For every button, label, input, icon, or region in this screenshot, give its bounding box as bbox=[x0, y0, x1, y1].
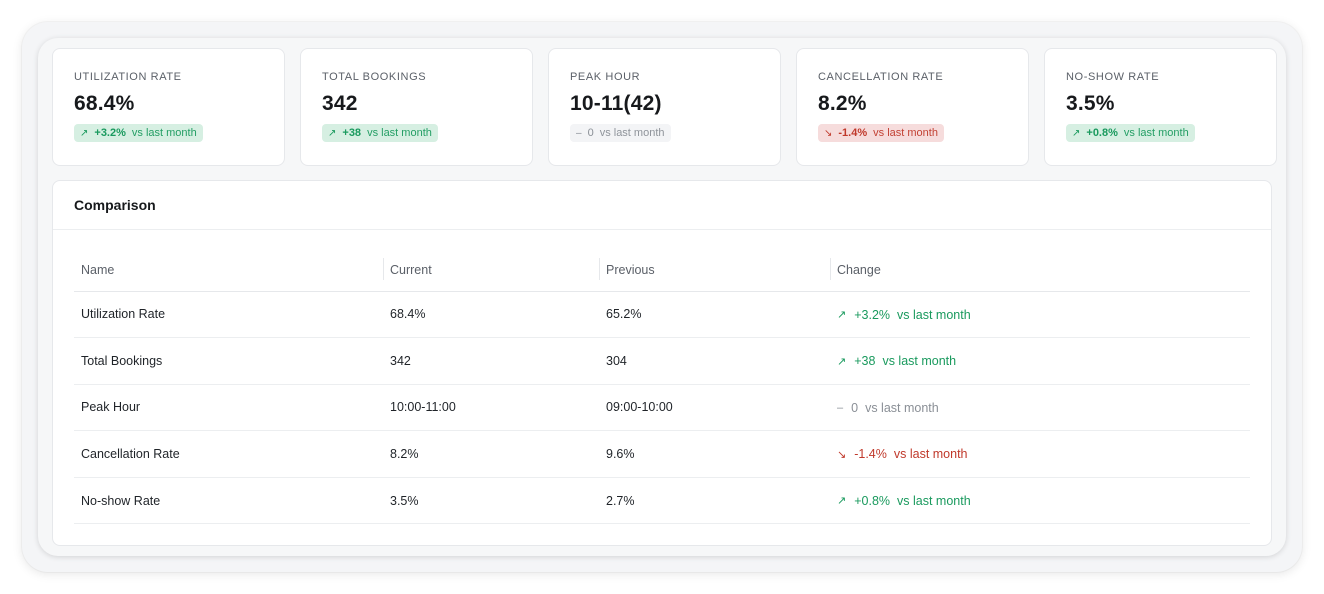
trend-badge: ↗ +0.8% vs last month bbox=[1066, 124, 1195, 142]
cell-current: 10:00-11:00 bbox=[383, 384, 599, 432]
trend-down-icon: ↘ bbox=[837, 448, 847, 461]
cell-change: ↗ +38 vs last month bbox=[830, 337, 1250, 385]
trend-comparison-text: vs last month bbox=[1123, 127, 1189, 139]
trend-up-icon: ↗ bbox=[837, 495, 847, 508]
table-header-row: Name Current Previous Change bbox=[74, 250, 1250, 292]
kpi-label: TOTAL BOOKINGS bbox=[322, 71, 427, 83]
kpi-card-no-show-rate: NO-SHOW RATE 3.5% ↗ +0.8% vs last month bbox=[1044, 48, 1277, 166]
column-header-name[interactable]: Name bbox=[74, 250, 383, 292]
trend-badge: – 0 vs last month bbox=[570, 124, 671, 142]
kpi-label: UTILIZATION RATE bbox=[74, 71, 182, 83]
cell-previous: 9.6% bbox=[599, 430, 830, 478]
table-row: Peak Hour 10:00-11:00 09:00-10:00 – 0 vs… bbox=[74, 384, 1250, 432]
cell-current: 342 bbox=[383, 337, 599, 385]
trend-delta: +38 bbox=[854, 354, 876, 369]
trend-comparison-text: vs last month bbox=[893, 447, 968, 462]
kpi-label: NO-SHOW RATE bbox=[1066, 71, 1160, 83]
trend-delta: 0 bbox=[851, 400, 859, 415]
window-frame: UTILIZATION RATE 68.4% ↗ +3.2% vs last m… bbox=[22, 22, 1302, 572]
trend-comparison-text: vs last month bbox=[873, 127, 938, 139]
trend-delta: -1.4% bbox=[838, 127, 868, 139]
cell-name: Total Bookings bbox=[74, 337, 383, 385]
cell-name: Utilization Rate bbox=[74, 291, 383, 339]
trend-delta: +0.8% bbox=[854, 493, 891, 508]
trend-down-icon: ↘ bbox=[824, 127, 833, 139]
trend-comparison-text: vs last month bbox=[865, 400, 939, 415]
kpi-label: PEAK HOUR bbox=[570, 71, 641, 83]
cell-current: 68.4% bbox=[383, 291, 599, 339]
trend-comparison-text: vs last month bbox=[367, 127, 432, 139]
kpi-value: 68.4% bbox=[74, 92, 135, 115]
dashboard-panel: UTILIZATION RATE 68.4% ↗ +3.2% vs last m… bbox=[38, 38, 1286, 556]
cell-current: 3.5% bbox=[383, 477, 599, 525]
kpi-card-peak-hour: PEAK HOUR 10-11(42) – 0 vs last month bbox=[548, 48, 781, 166]
cell-previous: 65.2% bbox=[599, 291, 830, 339]
kpi-cards: UTILIZATION RATE 68.4% ↗ +3.2% vs last m… bbox=[52, 48, 1277, 166]
cell-change: ↗ +0.8% vs last month bbox=[830, 477, 1250, 525]
trend-comparison-text: vs last month bbox=[897, 307, 971, 322]
trend-delta: -1.4% bbox=[854, 447, 887, 462]
table-row: No-show Rate 3.5% 2.7% ↗ +0.8% vs last m… bbox=[74, 477, 1250, 525]
trend-delta: +3.2% bbox=[94, 127, 126, 139]
trend-up-icon: ↗ bbox=[837, 309, 847, 322]
cell-previous: 09:00-10:00 bbox=[599, 384, 830, 432]
trend-up-icon: ↗ bbox=[80, 127, 89, 139]
kpi-value: 8.2% bbox=[818, 92, 867, 115]
trend-flat-icon: – bbox=[837, 401, 844, 414]
comparison-table: Name Current Previous Change Utilization… bbox=[74, 250, 1250, 525]
trend-comparison-text: vs last month bbox=[131, 127, 197, 139]
table-row: Cancellation Rate 8.2% 9.6% ↘ -1.4% vs l… bbox=[74, 430, 1250, 478]
comparison-card: Comparison Name Current Previous Change … bbox=[52, 180, 1272, 546]
trend-up-icon: ↗ bbox=[328, 127, 337, 139]
kpi-value: 10-11(42) bbox=[570, 92, 662, 115]
trend-badge: ↘ -1.4% vs last month bbox=[818, 124, 944, 142]
column-header-previous[interactable]: Previous bbox=[599, 250, 830, 292]
cell-name: Cancellation Rate bbox=[74, 430, 383, 478]
kpi-value: 342 bbox=[322, 92, 358, 115]
cell-current: 8.2% bbox=[383, 430, 599, 478]
cell-previous: 2.7% bbox=[599, 477, 830, 525]
cell-name: Peak Hour bbox=[74, 384, 383, 432]
trend-comparison-text: vs last month bbox=[882, 354, 957, 369]
cell-change: ↘ -1.4% vs last month bbox=[830, 430, 1250, 478]
trend-up-icon: ↗ bbox=[1072, 127, 1081, 139]
column-header-current[interactable]: Current bbox=[383, 250, 599, 292]
trend-comparison-text: vs last month bbox=[599, 127, 665, 139]
trend-badge: ↗ +3.2% vs last month bbox=[74, 124, 203, 142]
comparison-title: Comparison bbox=[53, 181, 1271, 230]
kpi-card-total-bookings: TOTAL BOOKINGS 342 ↗ +38 vs last month bbox=[300, 48, 533, 166]
table-row: Total Bookings 342 304 ↗ +38 vs last mon… bbox=[74, 337, 1250, 385]
cell-previous: 304 bbox=[599, 337, 830, 385]
column-header-change[interactable]: Change bbox=[830, 250, 1250, 292]
table-row: Utilization Rate 68.4% 65.2% ↗ +3.2% vs … bbox=[74, 291, 1250, 339]
trend-delta: +38 bbox=[342, 127, 362, 139]
trend-flat-icon: – bbox=[576, 127, 582, 139]
cell-name: No-show Rate bbox=[74, 477, 383, 525]
kpi-label: CANCELLATION RATE bbox=[818, 71, 944, 83]
trend-badge: ↗ +38 vs last month bbox=[322, 124, 438, 142]
kpi-card-cancellation-rate: CANCELLATION RATE 8.2% ↘ -1.4% vs last m… bbox=[796, 48, 1029, 166]
trend-delta: +0.8% bbox=[1086, 127, 1118, 139]
trend-up-icon: ↗ bbox=[837, 355, 847, 368]
cell-change: ↗ +3.2% vs last month bbox=[830, 291, 1250, 339]
kpi-value: 3.5% bbox=[1066, 92, 1115, 115]
kpi-card-utilization-rate: UTILIZATION RATE 68.4% ↗ +3.2% vs last m… bbox=[52, 48, 285, 166]
trend-comparison-text: vs last month bbox=[897, 493, 971, 508]
trend-delta: 0 bbox=[587, 127, 594, 139]
trend-delta: +3.2% bbox=[854, 307, 891, 322]
cell-change: – 0 vs last month bbox=[830, 384, 1250, 432]
